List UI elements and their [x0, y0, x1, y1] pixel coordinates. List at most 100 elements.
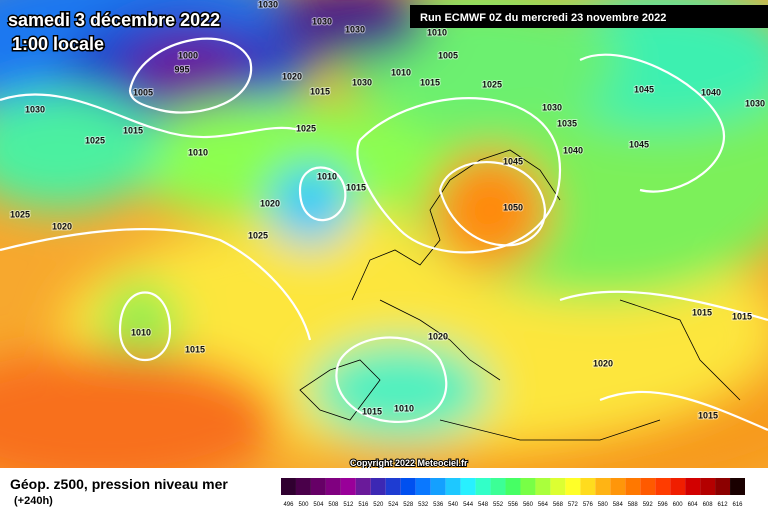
scale-swatch [340, 478, 356, 495]
scale-swatch [490, 478, 506, 495]
pressure-label: 1010 [427, 27, 447, 37]
pressure-label: 1050 [503, 202, 523, 212]
scale-swatch [685, 478, 701, 495]
scale-swatch [445, 478, 461, 495]
run-info: Run ECMWF 0Z du mercredi 23 novembre 202… [420, 12, 666, 24]
scale-swatch [700, 478, 716, 495]
pressure-label: 1005 [133, 87, 153, 97]
scale-swatch [385, 478, 401, 495]
pressure-label: 1045 [503, 156, 523, 166]
pressure-label: 1020 [282, 71, 302, 81]
pressure-label: 1015 [123, 125, 143, 135]
scale-swatch [670, 478, 686, 495]
scale-swatch [595, 478, 611, 495]
date: samedi 3 décembre 2022 [8, 10, 220, 30]
pressure-label: 1005 [438, 50, 458, 60]
pressure-label: 1015 [732, 311, 752, 321]
scale-label: 604 [688, 502, 699, 508]
pressure-label: 1030 [258, 0, 278, 9]
pressure-label: 1030 [542, 102, 562, 112]
pressure-label: 1040 [701, 87, 721, 97]
pressure-labels: 1030 1030 1030 1010 1005 1000 995 1005 1020 1015 1… [9, 0, 766, 421]
scale-label: 552 [493, 502, 504, 508]
scale-swatch [520, 478, 536, 495]
scale-swatch [281, 478, 296, 495]
scale-label: 560 [523, 502, 534, 508]
pressure-label: 1010 [317, 171, 337, 181]
pressure-label: 1010 [394, 403, 414, 413]
scale-swatch [400, 478, 416, 495]
scale-swatch [730, 478, 745, 495]
pressure-label: 1025 [296, 123, 316, 133]
scale-swatch [640, 478, 656, 495]
scale-label: 532 [418, 502, 429, 508]
pressure-label: 1030 [345, 24, 365, 34]
pressure-label: 1010 [188, 147, 208, 157]
scale-swatch [310, 478, 326, 495]
pressure-label: 995 [174, 64, 189, 74]
pressure-label: 1020 [260, 198, 280, 208]
scale-label: 572 [568, 502, 579, 508]
color-scale: 496 500 504 508 512 516 520 524 528 532 536 540 544 5… [281, 478, 745, 508]
scale-swatch [355, 478, 371, 495]
pressure-label: 1020 [52, 221, 72, 231]
scale-label: 556 [508, 502, 519, 508]
scale-swatch [550, 478, 566, 495]
scale-swatch [715, 478, 731, 495]
pressure-label: 1030 [352, 77, 372, 87]
time: 1:00 locale [12, 34, 104, 54]
scale-label: 612 [718, 502, 729, 508]
pressure-label: 1015 [346, 182, 366, 192]
scale-label: 540 [448, 502, 459, 508]
scale-swatch [625, 478, 641, 495]
pressure-label: 1030 [745, 98, 765, 108]
pressure-label: 1010 [391, 67, 411, 77]
scale-label: 592 [643, 502, 654, 508]
pressure-label: 1045 [629, 139, 649, 149]
scale-label: 500 [298, 502, 309, 508]
pressure-label: 1020 [593, 358, 613, 368]
scale-label: 496 [283, 502, 294, 508]
footer-title: Géop. z500, pression niveau mer [10, 476, 228, 492]
scale-label: 516 [358, 502, 369, 508]
scale-swatch [430, 478, 446, 495]
scale-label: 536 [433, 502, 444, 508]
scale-label: 504 [313, 502, 324, 508]
scale-swatch [535, 478, 551, 495]
scale-label: 544 [463, 502, 474, 508]
scale-label: 584 [613, 502, 624, 508]
pressure-label: 1025 [248, 230, 268, 240]
scale-label: 528 [403, 502, 414, 508]
scale-label: 520 [373, 502, 384, 508]
pressure-label: 1015 [698, 410, 718, 420]
scale-label: 512 [343, 502, 354, 508]
pressure-label: 1040 [563, 145, 583, 155]
scale-swatch [295, 478, 311, 495]
pressure-label: 1015 [692, 307, 712, 317]
scale-label: 608 [703, 502, 714, 508]
scale-swatch [370, 478, 386, 495]
scale-label: 524 [388, 502, 399, 508]
pressure-label: 1030 [312, 16, 332, 26]
scale-label: 508 [328, 502, 339, 508]
pressure-label: 1035 [557, 118, 577, 128]
pressure-label: 1025 [10, 209, 30, 219]
scale-swatch [505, 478, 521, 495]
scale-label: 588 [628, 502, 639, 508]
scale-label: 580 [598, 502, 609, 508]
scale-swatch [655, 478, 671, 495]
run-box [410, 5, 768, 28]
scale-label: 576 [583, 502, 594, 508]
field [0, 0, 768, 468]
copyright: Copyright 2022 Meteociel.fr [350, 458, 468, 468]
pressure-label: 1010 [131, 327, 151, 337]
pressure-label: 1015 [420, 77, 440, 87]
scale-label: 600 [673, 502, 684, 508]
pressure-label: 1000 [178, 50, 198, 60]
scale-label: 564 [538, 502, 549, 508]
scale-swatch [610, 478, 626, 495]
pressure-label: 1015 [310, 86, 330, 96]
scale-swatch [565, 478, 581, 495]
scale-label: 616 [733, 502, 744, 508]
